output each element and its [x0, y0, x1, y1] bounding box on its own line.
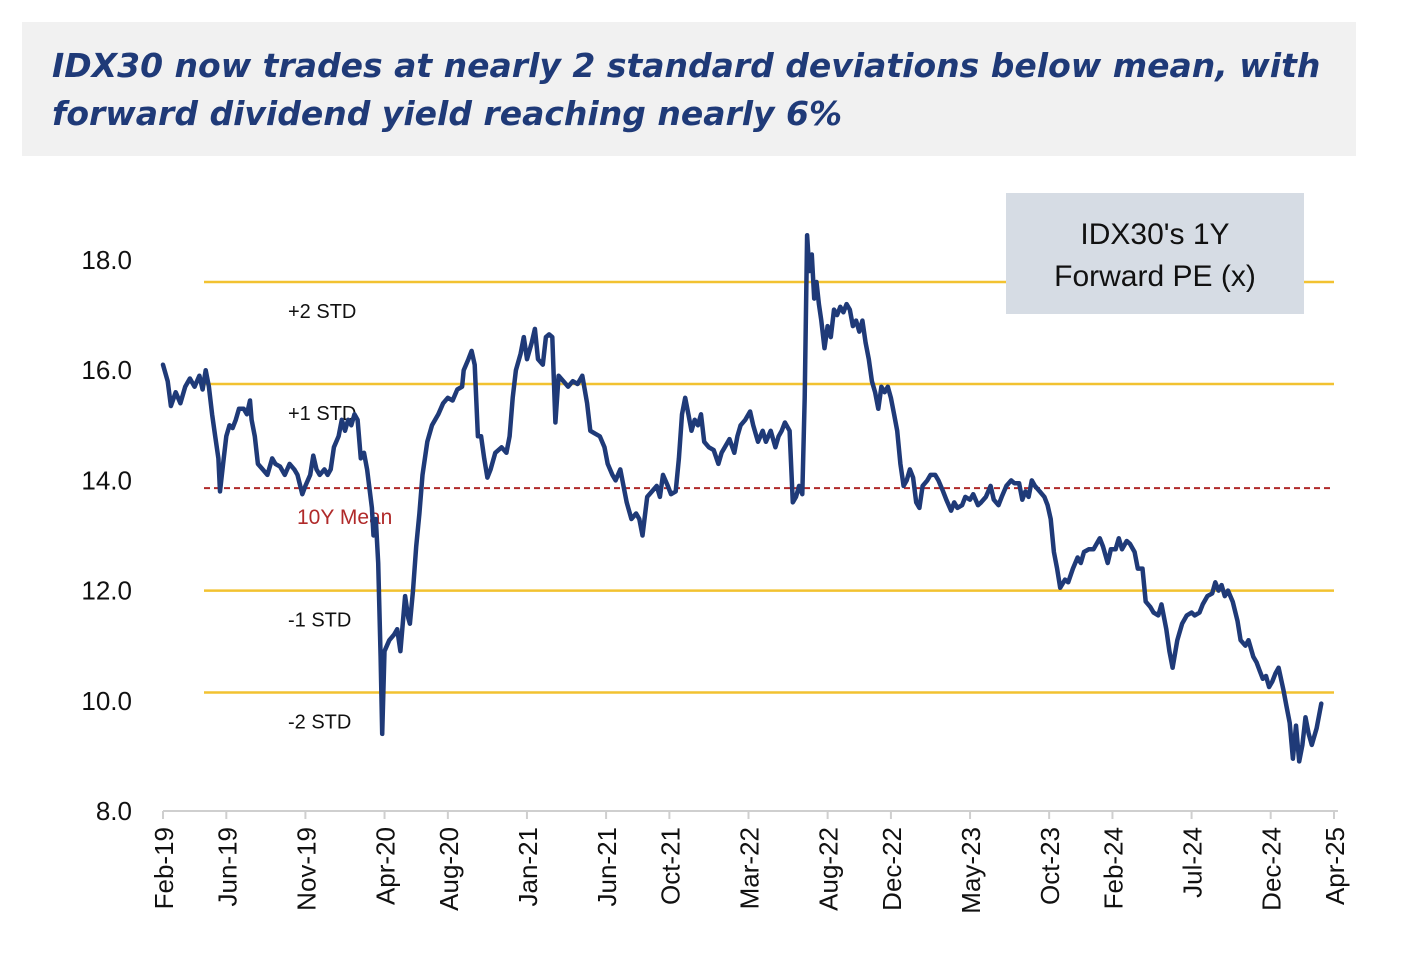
x-tick-label: Feb-19: [149, 827, 179, 909]
x-tick-label: Jun-21: [592, 827, 622, 907]
title-box: IDX30 now trades at nearly 2 standard de…: [22, 22, 1356, 156]
x-tick-label: Jun-19: [212, 827, 242, 907]
ref-line-label: 10Y Mean: [297, 506, 392, 529]
pe-series: [160, 232, 1324, 764]
legend-text: IDX30's 1Y: [1080, 218, 1229, 251]
x-tick-label: Nov-19: [291, 827, 321, 911]
ref-line-label: -2 STD: [288, 712, 351, 734]
legend-background: [1006, 193, 1304, 314]
pe-series-line: [160, 232, 1324, 764]
x-tick-label: Aug-22: [814, 827, 844, 911]
x-tick-label: Dec-22: [877, 827, 907, 911]
ref-line-label: +2 STD: [288, 301, 356, 323]
x-tick-label: Mar-22: [735, 827, 765, 909]
x-tick-label: Feb-24: [1098, 827, 1128, 909]
y-tick-label: 18.0: [81, 245, 132, 275]
y-tick-label: 8.0: [96, 796, 132, 826]
y-tick-label: 16.0: [81, 355, 132, 385]
ref-line-label: +1 STD: [288, 403, 356, 425]
x-tick-label: May-23: [956, 827, 986, 914]
legend-box: IDX30's 1Y Forward PE (x): [1006, 193, 1304, 314]
chart-title: IDX30 now trades at nearly 2 standard de…: [52, 46, 1321, 133]
x-tick-label: Oct-23: [1035, 827, 1065, 905]
x-tick-label: Apr-20: [371, 827, 401, 905]
x-tick-label: Jan-21: [513, 827, 543, 907]
x-tick-label: Dec-24: [1257, 827, 1287, 911]
chart-axes: 8.0 10.0 12.0 14.0 16.0 18.0 Feb-19 Jun-19 Nov-1…: [81, 245, 1350, 914]
x-tick-label: Aug-20: [434, 827, 464, 911]
ref-line-label: -1 STD: [288, 610, 351, 632]
x-tick-label: Jul-24: [1178, 827, 1208, 898]
y-tick-label: 10.0: [81, 686, 132, 716]
x-tick-label: Oct-21: [655, 827, 685, 905]
y-tick-label: 14.0: [81, 465, 132, 495]
legend-text: Forward PE (x): [1054, 260, 1256, 293]
y-tick-label: 12.0: [81, 576, 132, 606]
x-tick-label: Apr-25: [1320, 827, 1350, 905]
